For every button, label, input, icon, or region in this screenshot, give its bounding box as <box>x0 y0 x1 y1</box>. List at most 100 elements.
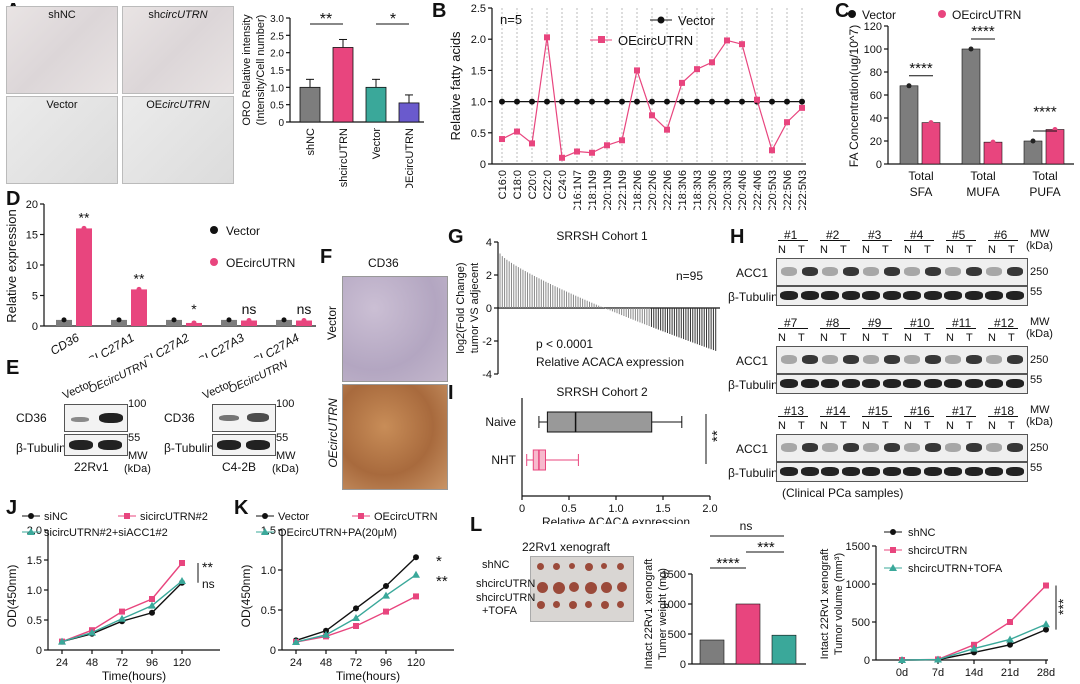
point-OEcircUTRN <box>413 593 419 600</box>
band <box>822 267 838 276</box>
sample-label: #3 <box>868 228 882 242</box>
y-tick-label: 4 <box>486 237 492 249</box>
band <box>1005 467 1024 476</box>
point-shcircUTRN+TOFA <box>898 656 906 663</box>
point-OEcircUTRN+PA(20μM) <box>292 638 300 645</box>
row-label-acc1: ACC1 <box>736 442 769 456</box>
band <box>821 379 839 388</box>
p-label: p < 0.0001 <box>536 337 593 351</box>
lane-T: T <box>966 420 973 432</box>
point-OEcircUTRN <box>634 67 640 74</box>
sample-underline <box>862 416 892 417</box>
panel-label-D: D <box>6 188 21 210</box>
point-sicircUTRN#2+siACC1#2 <box>58 637 66 645</box>
tumor-specimen <box>585 582 597 594</box>
point-OEcircUTRN <box>383 608 389 615</box>
data-point <box>246 318 252 324</box>
y-tick-label: 120 <box>864 21 882 33</box>
x-tick-label: SLC27A2 <box>140 330 192 358</box>
band <box>965 355 982 364</box>
ihc-panel-F: CD36 Vector OEcircUTRN <box>325 250 450 490</box>
x-tick-label: Total <box>908 169 933 183</box>
mw-250: 250 <box>1030 442 1049 454</box>
y-axis-label: OD(450nm) <box>5 565 19 628</box>
tumor-specimen <box>537 563 544 570</box>
xenograft-row-tofa: +TOFA <box>482 605 517 617</box>
bar-shcircUTRN <box>332 47 354 123</box>
y-axis-label: ORO Relative intensity <box>241 14 253 126</box>
x-tick-label: 1.0 <box>608 503 623 515</box>
lane-N: N <box>778 420 786 432</box>
bar-Vector-Total MUFA <box>961 48 981 165</box>
point-sicircUTRN#2 <box>119 608 125 615</box>
lane-T: T <box>924 420 931 432</box>
x-tick-label: C22:0 <box>542 170 554 199</box>
bar-OEcircUTRN <box>398 102 420 123</box>
lane-T: T <box>798 244 805 256</box>
sample-label: #5 <box>952 228 966 242</box>
band <box>903 291 921 300</box>
legend-label: Vector <box>678 13 716 28</box>
relative-expression-chart: 0 5 10 15 20 Relative expression ** CD36 ** SLC27… <box>4 199 316 358</box>
legend-label: OEcircUTRN+PA(20μM) <box>278 527 397 539</box>
mw-label: MW <box>1030 228 1050 240</box>
cell-line-22rv1: 22Rv1 <box>74 460 109 474</box>
sample-underline <box>820 240 850 241</box>
sample-underline <box>778 416 808 417</box>
lane-T: T <box>1008 420 1015 432</box>
point-sicircUTRN#2+siACC1#2 <box>88 628 96 636</box>
panel-label-I: I <box>448 382 454 404</box>
band <box>1005 291 1024 300</box>
data-point <box>171 317 177 323</box>
tumor-specimen <box>601 563 607 569</box>
mw-55: 55 <box>1030 286 1043 298</box>
oro-photo-shNC: shNC <box>6 6 118 94</box>
point-shcircUTRN+TOFA <box>1042 620 1050 628</box>
ihc-label-oe: OEcircUTRN <box>326 398 340 468</box>
row-label-cd36-2: CD36 <box>164 411 195 425</box>
sig-label: ns <box>297 301 312 317</box>
y-tick-label: 2.0 <box>27 525 42 537</box>
legend-marker <box>124 513 130 519</box>
sig-label: * <box>191 301 197 317</box>
sample-label: #16 <box>910 404 931 418</box>
band <box>903 379 921 388</box>
lane-N: N <box>820 244 828 256</box>
x-axis-label: Time(hours) <box>102 669 166 683</box>
x-tick-label: 48 <box>86 657 98 669</box>
bar-OEcircUTRN-Total MUFA <box>983 141 1003 165</box>
sig-label: ** <box>320 11 332 28</box>
lane-T: T <box>924 244 931 256</box>
lane-N: N <box>820 420 828 432</box>
mw-55: 55 <box>1030 462 1043 474</box>
x-tick-label: 21d <box>1001 667 1019 679</box>
x-tick-label: 2.0 <box>702 503 717 515</box>
tumor-specimen <box>617 601 624 608</box>
point-sicircUTRN#2+siACC1#2 <box>148 601 156 609</box>
point-Vector <box>739 98 745 105</box>
y-tick-label: -2 <box>482 336 492 348</box>
point-Vector <box>574 98 580 105</box>
y-tick-label: 100 <box>864 44 882 56</box>
point-Vector <box>589 98 595 105</box>
x-tick-label: C20:3N6 <box>707 170 719 210</box>
sample-underline <box>988 416 1018 417</box>
bar-shNC <box>699 639 725 665</box>
point-siNC <box>149 609 155 616</box>
point-OEcircUTRN <box>709 59 715 66</box>
lane-N: N <box>988 244 996 256</box>
x-tick-label: 96 <box>380 657 392 669</box>
sample-underline <box>862 328 892 329</box>
tumor-specimen <box>553 582 565 594</box>
lane-T: T <box>840 244 847 256</box>
n-label: n=5 <box>500 12 522 27</box>
band <box>800 291 819 300</box>
fatty-acids-chart: 0 0.5 1.0 1.5 2.0 2.5 Relative fatty acids C16:… <box>448 3 809 210</box>
mw-250: 250 <box>1030 354 1049 366</box>
xenograft-photo-title: 22Rv1 xenograft <box>522 540 611 554</box>
row-label-tubulin: β-Tubulin <box>728 290 778 304</box>
series-line-sicircUTRN#2 <box>61 562 183 643</box>
legend-marker <box>890 547 896 553</box>
cck8-chart-J: 0 0.5 1.0 1.5 2.0 OD(450nm) 24 48 72 96 120 Time(ho… <box>5 511 220 683</box>
band <box>780 291 798 300</box>
